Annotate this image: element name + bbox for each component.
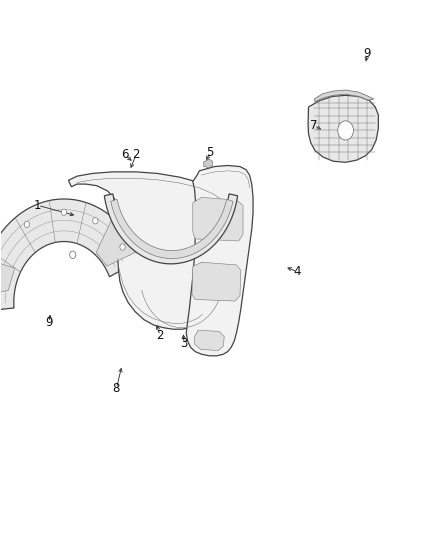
Polygon shape: [68, 172, 232, 329]
Polygon shape: [0, 260, 15, 294]
Circle shape: [338, 121, 353, 140]
Text: 4: 4: [294, 265, 301, 278]
Text: 7: 7: [311, 119, 318, 132]
Polygon shape: [308, 95, 378, 163]
Text: 8: 8: [113, 382, 120, 395]
Polygon shape: [314, 90, 374, 102]
Polygon shape: [104, 194, 238, 264]
Polygon shape: [96, 220, 136, 266]
Polygon shape: [0, 199, 141, 312]
Text: 2: 2: [132, 148, 140, 161]
Circle shape: [93, 217, 98, 224]
Polygon shape: [194, 330, 224, 351]
Polygon shape: [193, 197, 243, 241]
Polygon shape: [111, 199, 233, 259]
Circle shape: [70, 251, 76, 259]
Text: 5: 5: [207, 146, 214, 159]
Text: 6: 6: [121, 148, 129, 161]
Text: 2: 2: [156, 329, 164, 342]
Polygon shape: [186, 165, 253, 356]
Polygon shape: [204, 159, 212, 167]
Text: 1: 1: [34, 199, 42, 212]
Circle shape: [120, 244, 125, 250]
Polygon shape: [192, 262, 241, 301]
Text: 9: 9: [45, 316, 53, 329]
Circle shape: [61, 209, 67, 215]
Text: 9: 9: [364, 47, 371, 60]
Circle shape: [24, 221, 29, 228]
Text: 3: 3: [180, 337, 188, 350]
